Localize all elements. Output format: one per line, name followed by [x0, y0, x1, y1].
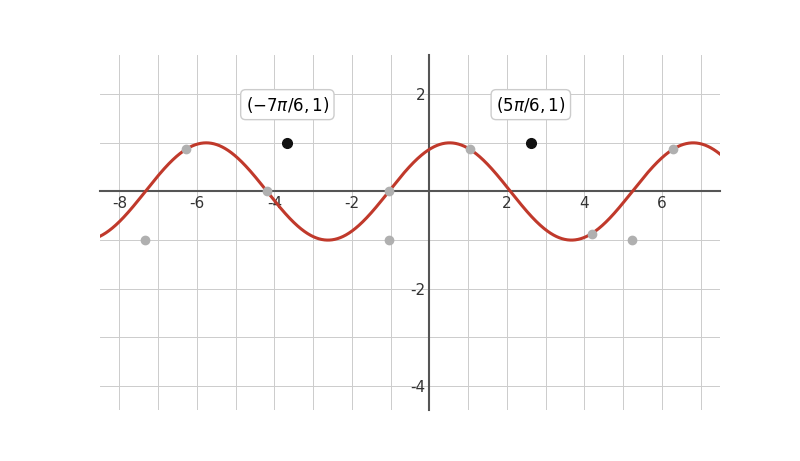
Text: $(-7π/6, 1)$: $(-7π/6, 1)$ — [246, 95, 329, 115]
Text: $(5π/6, 1)$: $(5π/6, 1)$ — [496, 95, 566, 115]
